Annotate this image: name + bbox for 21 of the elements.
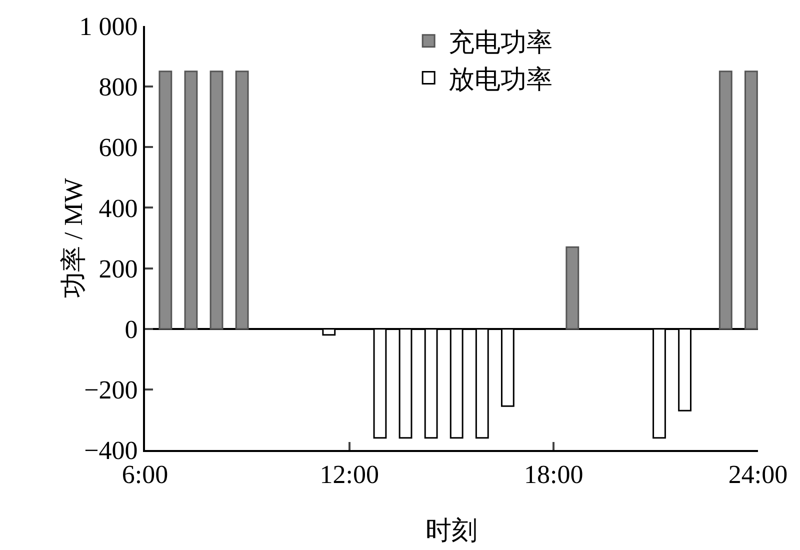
y-tick-label: 1 000: [79, 12, 138, 42]
y-tick-label: 800: [98, 72, 138, 102]
y-tick-label: 0: [124, 314, 138, 344]
bar: [184, 70, 198, 330]
legend-label: 充电功率: [448, 28, 553, 58]
bar: [566, 246, 580, 330]
x-tick-label: 18:00: [524, 460, 584, 490]
y-tick-label: 400: [98, 194, 138, 223]
x-axis-title: 时刻: [426, 516, 478, 545]
legend-label: 放电功率: [448, 64, 553, 94]
x-tick-label: 24:00: [728, 460, 788, 490]
bar: [718, 70, 732, 330]
y-tick-label: 200: [98, 254, 138, 284]
y-tick-label: 600: [98, 133, 138, 162]
bar: [158, 70, 172, 330]
y-tick-label: −200: [84, 376, 138, 405]
bar: [744, 70, 758, 330]
bar: [210, 70, 224, 330]
bar: [235, 70, 249, 330]
x-tick-label: 12:00: [320, 460, 379, 490]
y-axis-title: 功率 / MW: [59, 178, 88, 298]
